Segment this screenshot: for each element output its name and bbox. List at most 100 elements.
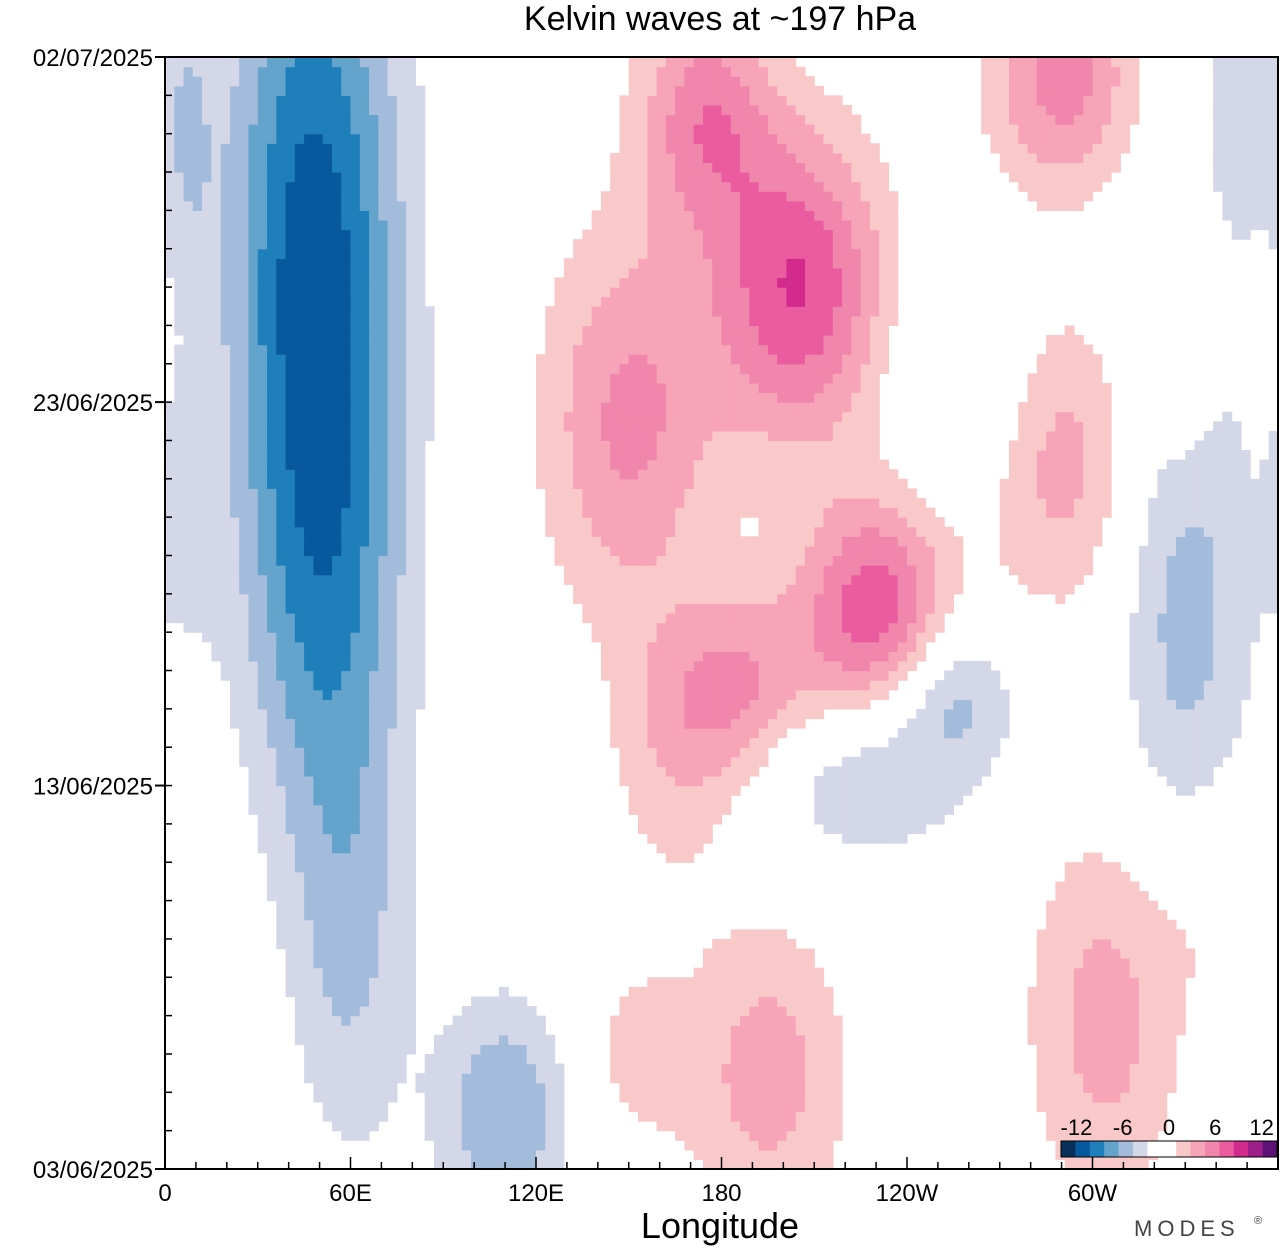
anomaly-cell bbox=[378, 862, 389, 873]
anomaly-cell bbox=[767, 977, 778, 988]
anomaly-cell bbox=[628, 450, 639, 461]
anomaly-cell bbox=[721, 1044, 732, 1055]
anomaly-cell bbox=[248, 469, 259, 480]
anomaly-cell bbox=[721, 795, 732, 806]
anomaly-cell bbox=[953, 766, 964, 777]
anomaly-cell bbox=[1138, 1130, 1149, 1141]
anomaly-cell bbox=[480, 1025, 491, 1036]
anomaly-cell bbox=[619, 402, 630, 413]
anomaly-cell bbox=[267, 613, 277, 624]
anomaly-cell bbox=[888, 804, 899, 815]
anomaly-cell bbox=[1129, 670, 1140, 681]
anomaly-cell bbox=[526, 1121, 537, 1132]
anomaly-cell bbox=[563, 450, 574, 461]
anomaly-cell bbox=[925, 526, 936, 537]
anomaly-cell bbox=[647, 497, 658, 509]
anomaly-cell bbox=[229, 622, 240, 633]
anomaly-cell bbox=[1111, 1015, 1121, 1026]
anomaly-cell bbox=[267, 402, 277, 413]
anomaly-cell bbox=[1222, 507, 1233, 518]
anomaly-cell bbox=[628, 1006, 639, 1017]
anomaly-cell bbox=[313, 430, 324, 442]
anomaly-cell bbox=[721, 1082, 732, 1093]
anomaly-cell bbox=[471, 1006, 481, 1017]
anomaly-cell bbox=[721, 1121, 732, 1132]
anomaly-cell bbox=[406, 910, 417, 921]
anomaly-cell bbox=[294, 929, 305, 940]
anomaly-cell bbox=[730, 603, 741, 614]
anomaly-cell bbox=[396, 1073, 407, 1084]
anomaly-cell bbox=[656, 1034, 667, 1045]
anomaly-cell bbox=[665, 1006, 676, 1017]
anomaly-cell bbox=[1166, 938, 1177, 950]
anomaly-cell bbox=[1120, 1044, 1131, 1055]
anomaly-cell bbox=[879, 613, 890, 624]
anomaly-cell bbox=[916, 632, 927, 643]
anomaly-cell bbox=[471, 1092, 481, 1103]
anomaly-cell bbox=[1203, 469, 1214, 480]
anomaly-cell bbox=[944, 536, 954, 547]
anomaly-cell bbox=[433, 1149, 444, 1161]
anomaly-cell bbox=[1073, 440, 1084, 451]
anomaly-cell bbox=[350, 593, 361, 605]
anomaly-cell bbox=[1036, 488, 1047, 499]
anomaly-cell bbox=[907, 785, 917, 796]
anomaly-cell bbox=[369, 804, 379, 815]
anomaly-cell bbox=[1203, 450, 1214, 461]
anomaly-cell bbox=[267, 843, 277, 854]
anomaly-cell bbox=[832, 1130, 843, 1141]
anomaly-cell bbox=[971, 747, 982, 758]
anomaly-cell bbox=[1046, 938, 1056, 950]
anomaly-cell bbox=[758, 756, 769, 767]
anomaly-cell bbox=[730, 507, 741, 518]
anomaly-cell bbox=[313, 977, 324, 988]
anomaly-cell bbox=[1268, 603, 1278, 614]
anomaly-cell bbox=[387, 507, 398, 518]
anomaly-cell bbox=[1036, 1006, 1047, 1017]
anomaly-cell bbox=[1268, 450, 1278, 461]
anomaly-cell bbox=[758, 699, 769, 710]
anomaly-cell bbox=[1148, 747, 1159, 758]
anomaly-cell bbox=[1157, 1111, 1168, 1122]
anomaly-cell bbox=[767, 929, 778, 940]
anomaly-cell bbox=[350, 756, 361, 767]
anomaly-cell bbox=[869, 402, 880, 413]
anomaly-cell bbox=[832, 766, 843, 777]
anomaly-cell bbox=[257, 555, 268, 566]
anomaly-cell bbox=[322, 900, 333, 911]
anomaly-cell bbox=[675, 507, 685, 518]
anomaly-cell bbox=[1036, 536, 1047, 547]
anomaly-cell bbox=[730, 728, 741, 739]
anomaly-cell bbox=[452, 1101, 463, 1113]
anomaly-cell bbox=[1203, 632, 1214, 643]
anomaly-cell bbox=[860, 574, 871, 585]
anomaly-cell bbox=[471, 1025, 481, 1036]
anomaly-cell bbox=[628, 622, 639, 633]
anomaly-cell bbox=[1129, 1121, 1140, 1132]
anomaly-cell bbox=[294, 1006, 305, 1017]
anomaly-cell bbox=[322, 871, 333, 883]
anomaly-cell bbox=[1120, 958, 1131, 969]
anomaly-cell bbox=[628, 1101, 639, 1113]
anomaly-cell bbox=[313, 1053, 324, 1065]
anomaly-cell bbox=[740, 1006, 750, 1017]
anomaly-cell bbox=[573, 584, 583, 595]
anomaly-cell bbox=[907, 488, 917, 499]
anomaly-cell bbox=[804, 948, 815, 959]
anomaly-cell bbox=[600, 526, 611, 537]
anomaly-cell bbox=[257, 536, 268, 547]
anomaly-cell bbox=[276, 622, 287, 633]
anomaly-cell bbox=[693, 1073, 704, 1084]
anomaly-cell bbox=[359, 871, 370, 883]
anomaly-cell bbox=[814, 603, 825, 614]
anomaly-cell bbox=[174, 478, 185, 489]
anomaly-cell bbox=[1111, 1044, 1121, 1055]
anomaly-cell bbox=[239, 689, 250, 700]
anomaly-cell bbox=[777, 517, 788, 528]
anomaly-cell bbox=[842, 660, 852, 672]
anomaly-cell bbox=[294, 1015, 305, 1026]
anomaly-cell bbox=[675, 766, 685, 777]
anomaly-cell bbox=[777, 545, 788, 557]
anomaly-cell bbox=[350, 584, 361, 595]
anomaly-cell bbox=[1064, 1111, 1075, 1122]
